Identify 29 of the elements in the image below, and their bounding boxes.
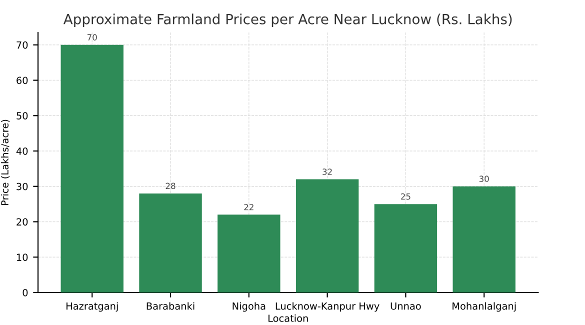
- x-axis-title: Location: [268, 314, 308, 322]
- y-tick-label: 70: [16, 41, 28, 49]
- y-tick-label: 20: [16, 218, 28, 226]
- y-tick-label: 50: [16, 112, 28, 120]
- x-tick-label: Nigoha: [232, 302, 266, 312]
- bar: [296, 179, 359, 292]
- data-label: 70: [88, 34, 97, 40]
- data-label: 25: [401, 193, 410, 200]
- bar: [60, 44, 124, 292]
- bar: [374, 204, 438, 292]
- x-tick-label: Mohanlalganj: [452, 302, 516, 312]
- bar: [452, 186, 516, 292]
- y-tick-label: 10: [17, 254, 28, 261]
- y-tick-label: 40: [16, 147, 28, 155]
- y-axis-title: Price (Lakhs/acre): [0, 120, 10, 206]
- chart-title: Approximate Farmland Prices per Acre Near Lucknow (Rs. Lakhs): [63, 14, 512, 28]
- data-label: 22: [244, 204, 254, 210]
- data-label: 28: [166, 182, 176, 190]
- y-tick-label: 0: [22, 288, 28, 296]
- y-tick-label: 60: [16, 76, 28, 84]
- y-tick-label: 30: [16, 182, 28, 190]
- x-tick-label: Hazratganj: [66, 302, 118, 312]
- bar: [139, 193, 202, 292]
- x-tick-label: Unnao: [390, 302, 421, 310]
- data-label: 32: [322, 168, 332, 175]
- x-tick-label: Barabanki: [146, 302, 194, 310]
- x-tick-label: Lucknow-Kanpur Hwy: [276, 302, 380, 312]
- bar: [218, 214, 280, 292]
- data-label: 30: [479, 176, 489, 182]
